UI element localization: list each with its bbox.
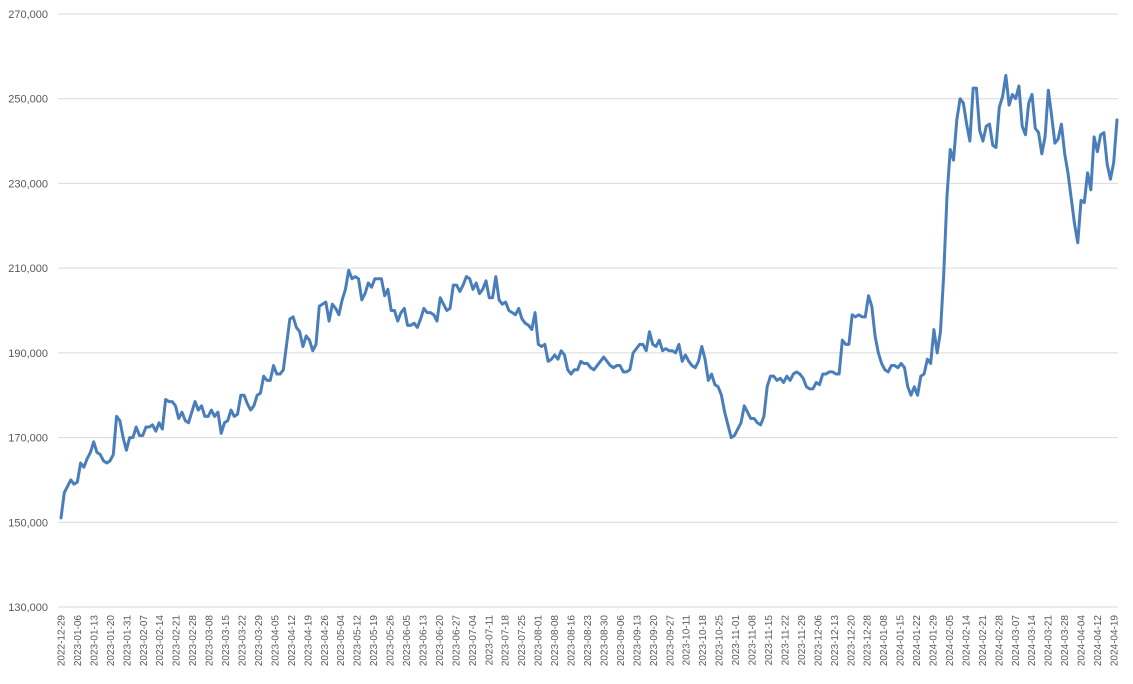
x-tick-label: 2023-08-30 [599, 615, 610, 667]
x-tick-label: 2023-04-19 [303, 615, 314, 667]
x-tick-label: 2024-04-04 [1077, 615, 1088, 667]
x-tick-label: 2023-02-28 [188, 615, 199, 667]
x-tick-label: 2023-01-20 [106, 615, 117, 667]
x-tick-label: 2023-10-25 [715, 615, 726, 667]
y-tick-label: 190,000 [8, 348, 48, 360]
x-tick-label: 2023-12-28 [863, 615, 874, 667]
x-tick-label: 2024-04-19 [1110, 615, 1121, 667]
x-tick-label: 2023-11-15 [764, 615, 775, 666]
x-tick-label: 2023-07-18 [501, 615, 512, 667]
x-tick-label: 2023-04-12 [287, 615, 298, 667]
y-tick-label: 250,000 [8, 94, 48, 106]
x-tick-label: 2023-11-22 [780, 615, 791, 666]
y-axis-tick-labels: 130,000 150,000 170,000 190,000 210,000 230,0… [8, 9, 48, 614]
x-tick-label: 2023-11-29 [797, 615, 808, 666]
x-tick-label: 2024-02-21 [978, 615, 989, 667]
x-tick-label: 2023-10-11 [682, 615, 693, 666]
x-tick-label: 2023-03-08 [205, 615, 216, 667]
x-tick-label: 2023-07-04 [468, 615, 479, 667]
y-tick-label: 230,000 [8, 178, 48, 190]
y-tick-label: 130,000 [8, 602, 48, 614]
series-line [59, 73, 1119, 520]
x-tick-label: 2024-02-05 [945, 615, 956, 667]
x-tick-label: 2023-08-16 [567, 615, 578, 667]
x-tick-label: 2023-08-23 [583, 615, 594, 667]
x-tick-label: 2023-03-22 [237, 615, 248, 667]
x-tick-label: 2023-10-18 [698, 615, 709, 667]
x-tick-label: 2023-08-01 [534, 615, 545, 667]
x-tick-label: 2023-11-08 [748, 615, 759, 666]
x-tick-label: 2023-01-13 [89, 615, 100, 667]
y-tick-label: 150,000 [8, 517, 48, 529]
x-tick-label: 2023-12-06 [813, 615, 824, 667]
x-tick-label: 2023-12-13 [830, 615, 841, 667]
x-tick-label: 2024-01-22 [912, 615, 923, 667]
x-tick-label: 2023-07-11 [484, 615, 495, 666]
x-tick-label: 2024-03-14 [1027, 615, 1038, 667]
x-tick-label: 2023-03-29 [254, 615, 265, 667]
x-tick-label: 2023-06-13 [418, 615, 429, 667]
x-tick-label: 2024-03-07 [1011, 615, 1022, 667]
x-tick-label: 2024-02-28 [994, 615, 1005, 667]
x-tick-label: 2024-03-28 [1060, 615, 1071, 667]
x-tick-label: 2023-09-06 [616, 615, 627, 667]
y-tick-label: 210,000 [8, 263, 48, 275]
series-layer [59, 73, 1119, 520]
x-tick-label: 2023-05-26 [386, 615, 397, 667]
x-tick-label: 2023-04-26 [320, 615, 331, 667]
x-tick-label: 2023-11-01 [731, 615, 742, 666]
x-tick-label: 2023-12-20 [846, 615, 857, 667]
x-tick-label: 2023-05-12 [353, 615, 364, 667]
x-tick-label: 2023-03-15 [221, 615, 232, 667]
x-axis-tick-labels: 2022-12-29 2023-01-06 2023-01-13 2023-01-20… [57, 615, 1121, 667]
x-tick-label: 2023-09-13 [632, 615, 643, 667]
x-tick-label: 2023-02-07 [139, 615, 150, 667]
x-tick-label: 2023-01-31 [122, 615, 133, 667]
x-tick-label: 2024-01-15 [896, 615, 907, 667]
x-tick-label: 2023-01-06 [73, 615, 84, 667]
x-tick-label: 2024-02-14 [961, 615, 972, 667]
x-tick-label: 2024-01-08 [879, 615, 890, 667]
x-tick-label: 2022-12-29 [57, 615, 68, 667]
y-tick-label: 270,000 [8, 9, 48, 21]
x-tick-label: 2023-05-04 [336, 615, 347, 667]
x-tick-label: 2024-01-29 [929, 615, 940, 667]
x-tick-label: 2023-04-05 [270, 615, 281, 667]
x-tick-label: 2023-02-21 [172, 615, 183, 667]
x-tick-label: 2023-06-05 [402, 615, 413, 667]
x-tick-label: 2023-06-27 [451, 615, 462, 667]
x-tick-label: 2023-08-08 [550, 615, 561, 667]
x-tick-label: 2023-07-25 [517, 615, 528, 667]
x-tick-label: 2024-04-12 [1093, 615, 1104, 667]
x-tick-label: 2023-02-14 [155, 615, 166, 667]
x-tick-label: 2023-05-19 [369, 615, 380, 667]
gridlines [58, 13, 1118, 608]
x-tick-label: 2024-03-21 [1044, 615, 1055, 667]
x-tick-label: 2023-09-20 [649, 615, 660, 667]
x-tick-label: 2023-06-20 [435, 615, 446, 667]
x-tick-label: 2023-09-27 [665, 615, 676, 667]
y-tick-label: 170,000 [8, 433, 48, 445]
